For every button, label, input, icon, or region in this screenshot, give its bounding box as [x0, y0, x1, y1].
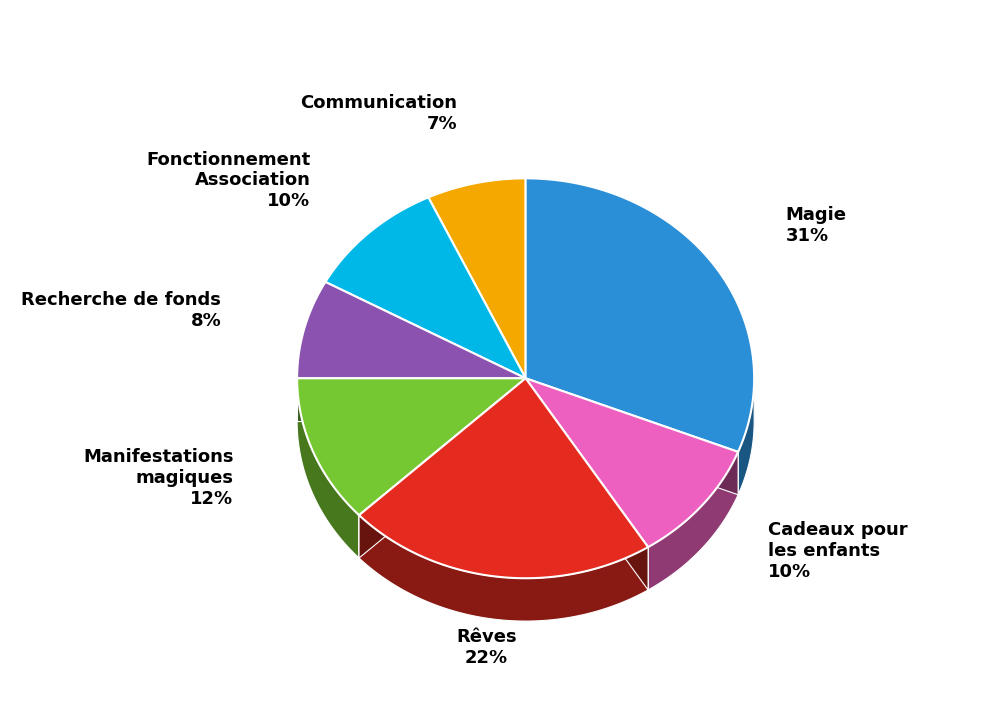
- PathPatch shape: [526, 379, 738, 547]
- Polygon shape: [297, 379, 359, 558]
- PathPatch shape: [297, 282, 526, 379]
- Polygon shape: [526, 379, 738, 495]
- Text: Manifestations
magiques
12%: Manifestations magiques 12%: [83, 448, 233, 508]
- Text: Recherche de fonds
8%: Recherche de fonds 8%: [21, 291, 221, 331]
- PathPatch shape: [325, 197, 526, 379]
- Polygon shape: [738, 379, 754, 495]
- PathPatch shape: [359, 379, 648, 578]
- Text: Communication
7%: Communication 7%: [300, 94, 457, 132]
- Text: Cadeaux pour
les enfants
10%: Cadeaux pour les enfants 10%: [768, 521, 907, 581]
- Text: Magie
31%: Magie 31%: [786, 206, 847, 245]
- Polygon shape: [359, 379, 526, 558]
- Polygon shape: [526, 379, 648, 590]
- Polygon shape: [526, 379, 648, 590]
- Polygon shape: [526, 379, 738, 495]
- Text: Fonctionnement
Association
10%: Fonctionnement Association 10%: [146, 151, 311, 210]
- PathPatch shape: [526, 178, 754, 452]
- Text: Rêves
22%: Rêves 22%: [456, 628, 517, 667]
- PathPatch shape: [428, 178, 526, 379]
- Polygon shape: [297, 379, 526, 421]
- Polygon shape: [648, 452, 738, 590]
- Polygon shape: [359, 379, 526, 558]
- Ellipse shape: [297, 221, 754, 621]
- PathPatch shape: [297, 379, 526, 515]
- Polygon shape: [297, 379, 526, 421]
- Polygon shape: [359, 515, 648, 621]
